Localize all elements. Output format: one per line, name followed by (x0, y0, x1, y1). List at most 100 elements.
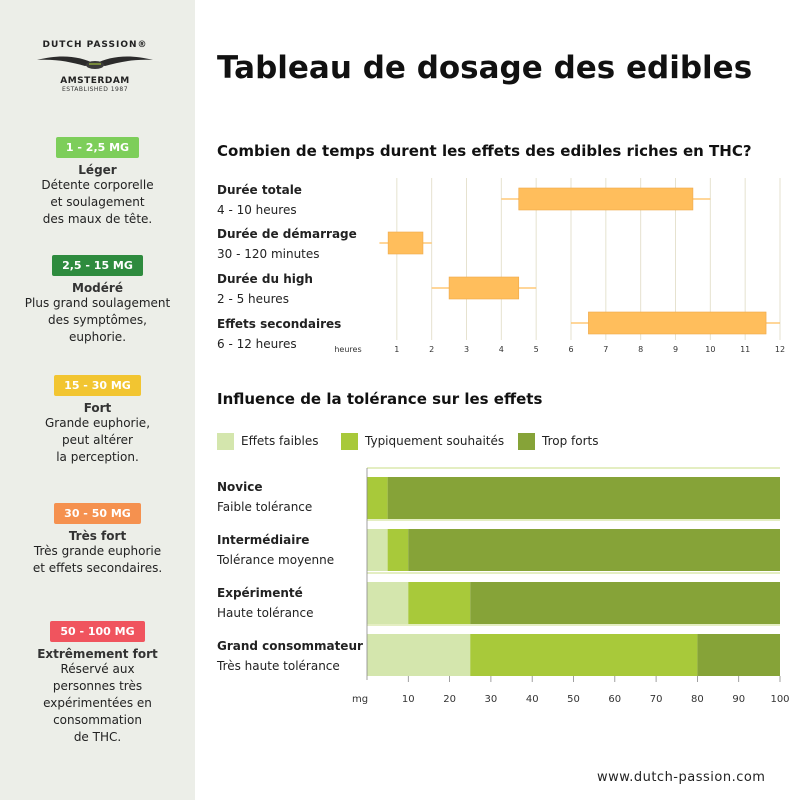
legend-label: Effets faibles (241, 434, 319, 448)
stacked-segment (408, 529, 780, 571)
page-title: Tableau de dosage des edibles (217, 50, 753, 86)
desc-line: des symptômes, (48, 313, 147, 327)
dose-badge: 30 - 50 MG (54, 503, 141, 524)
legend-swatch (341, 432, 358, 450)
tolerance-row-label: Expérimenté Haute tolérance (217, 583, 314, 623)
dose-level-name: Extrêmement fort (37, 647, 158, 661)
range-bar (387, 231, 424, 255)
dose-level-desc: Très grande euphorie et effets secondaire… (0, 543, 195, 577)
logo-city: AMSTERDAM (60, 76, 130, 86)
desc-line: expérimentées en (43, 696, 152, 710)
range-bar (448, 276, 520, 300)
x-tick-label: 6 (568, 345, 573, 354)
legend-item: Trop forts (518, 432, 598, 450)
wings-icon (37, 56, 153, 69)
dose-badge: 2,5 - 15 MG (52, 255, 143, 276)
desc-line: et soulagement (50, 195, 145, 209)
duration-row-sublabel: 6 - 12 heures (217, 337, 297, 351)
stacked-segment (470, 582, 780, 624)
duration-row-name: Durée du high (217, 272, 313, 286)
dose-level-tres-fort: 30 - 50 MG Très fort Très grande euphori… (0, 502, 195, 577)
duration-row-label: Durée de démarrage 30 - 120 minutes (217, 224, 357, 264)
dose-level-desc: Plus grand soulagement des symptômes, euph… (0, 295, 195, 346)
x-tick-label: 4 (499, 345, 504, 354)
duration-chart-title: Combien de temps durent les effets des e… (217, 142, 752, 160)
dose-level-extremement-fort: 50 - 100 MG Extrêmement fort Réservé aux… (0, 620, 195, 746)
desc-line: consommation (53, 713, 142, 727)
stacked-segment (367, 634, 471, 676)
legend-item: Typiquement souhaités (341, 432, 504, 450)
dose-level-name: Léger (78, 163, 117, 177)
stacked-segment (470, 634, 698, 676)
x-tick-label: 1 (394, 345, 399, 354)
desc-line: la perception. (56, 450, 139, 464)
tolerance-row-name: Novice (217, 480, 263, 494)
x-tick-label: 20 (443, 694, 456, 705)
tolerance-row-name: Grand consommateur (217, 639, 363, 653)
x-unit-label: heures (334, 345, 361, 354)
x-tick-label: 10 (402, 694, 415, 705)
dutch-passion-logo: DUTCH PASSION® AMSTERDAM ESTABLISHED 198… (30, 40, 160, 93)
logo-established: ESTABLISHED 1987 (61, 86, 129, 93)
x-tick-label: 5 (534, 345, 539, 354)
x-tick-label: 8 (638, 345, 643, 354)
x-tick-label: 10 (705, 345, 715, 354)
x-tick-label: 3 (464, 345, 469, 354)
duration-row-sublabel: 4 - 10 heures (217, 203, 297, 217)
dose-level-name: Fort (83, 401, 112, 415)
x-tick-label: 70 (650, 694, 663, 705)
duration-row-name: Durée de démarrage (217, 227, 357, 241)
legend-item: Effets faibles (217, 432, 319, 450)
range-bar (518, 187, 694, 211)
sidebar: DUTCH PASSION® AMSTERDAM ESTABLISHED 198… (0, 0, 195, 800)
legend-swatch (518, 432, 535, 450)
x-tick-label: 9 (673, 345, 678, 354)
desc-line: peut altérer (62, 433, 133, 447)
tolerance-row-sublabel: Très haute tolérance (217, 659, 340, 673)
legend-swatch (217, 432, 234, 450)
stacked-segment (387, 477, 780, 519)
dose-level-desc: Détente corporelle et soulagement des maux… (0, 177, 195, 228)
dose-level-leger: 1 - 2,5 MG Léger Détente corporelle et so… (0, 136, 195, 228)
x-tick-label: 90 (732, 694, 745, 705)
desc-line: et effets secondaires. (32, 561, 163, 575)
dose-level-name: Très fort (68, 529, 127, 543)
x-tick-label: 11 (740, 345, 750, 354)
stacked-segment (697, 634, 780, 676)
tolerance-chart-title: Influence de la tolérance sur les effets (217, 390, 543, 408)
x-tick-label: 60 (608, 694, 621, 705)
tolerance-row-sublabel: Tolérance moyenne (217, 553, 335, 567)
duration-row-sublabel: 2 - 5 heures (217, 292, 289, 306)
stacked-segment (367, 529, 388, 571)
x-tick-label: 30 (485, 694, 498, 705)
legend-label: Trop forts (542, 434, 599, 448)
dose-level-modere: 2,5 - 15 MG Modéré Plus grand soulagemen… (0, 254, 195, 346)
dose-level-fort: 15 - 30 MG Fort Grande euphorie, peut alt… (0, 374, 195, 466)
x-tick-label: 40 (526, 694, 539, 705)
dose-level-name: Modéré (72, 281, 123, 295)
duration-row-name: Durée totale (217, 183, 302, 197)
dose-badge: 15 - 30 MG (54, 375, 141, 396)
duration-row-label: Durée totale 4 - 10 heures (217, 180, 302, 220)
dose-level-desc: Grande euphorie, peut altérer la perceptio… (0, 415, 195, 466)
x-tick-label: 80 (691, 694, 704, 705)
duration-row-sublabel: 30 - 120 minutes (217, 247, 320, 261)
x-tick-label: 2 (429, 345, 434, 354)
duration-row-name: Effets secondaires (217, 317, 342, 331)
website-url[interactable]: www.dutch-passion.com (597, 770, 766, 785)
stacked-segment (387, 529, 409, 571)
desc-line: de THC. (73, 730, 122, 744)
stacked-segment (367, 582, 409, 624)
tolerance-row-label: Novice Faible tolérance (217, 477, 312, 517)
desc-line: Grande euphorie, (44, 416, 151, 430)
x-tick-label: 7 (603, 345, 608, 354)
desc-line: Détente corporelle (41, 178, 154, 192)
stacked-segment (367, 477, 388, 519)
tolerance-row-sublabel: Haute tolérance (217, 606, 314, 620)
desc-line: Réservé aux (60, 662, 135, 676)
x-tick-label: 12 (775, 345, 785, 354)
tolerance-row-label: Intermédiaire Tolérance moyenne (217, 530, 334, 570)
dose-badge: 1 - 2,5 MG (55, 137, 140, 158)
desc-line: euphorie. (68, 330, 127, 344)
